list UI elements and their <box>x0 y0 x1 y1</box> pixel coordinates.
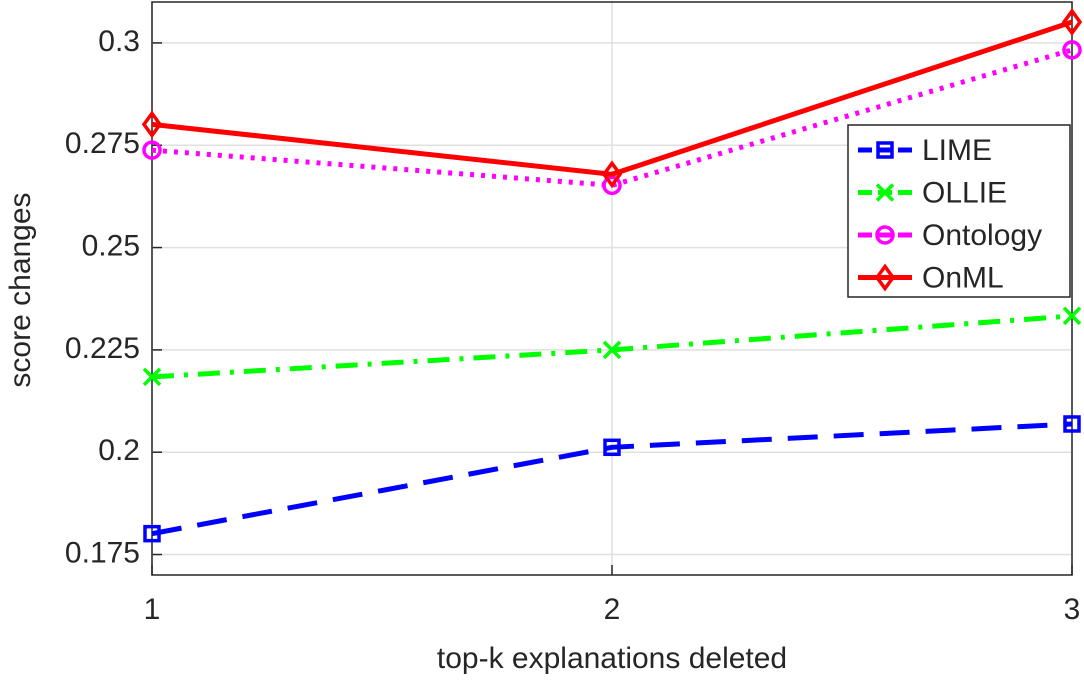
legend-marker <box>876 141 894 159</box>
x-tick-label: 1 <box>144 593 161 626</box>
marker <box>1062 306 1082 326</box>
legend-marker <box>875 225 895 245</box>
y-tick-label: 0.175 <box>65 536 140 569</box>
y-tick-label: 0.275 <box>65 127 140 160</box>
marker <box>601 160 623 189</box>
marker <box>141 110 163 139</box>
x-axis-label: top-k explanations deleted <box>437 642 787 675</box>
marker <box>1062 40 1082 60</box>
marker <box>603 438 621 457</box>
legend-label: OLLIE <box>922 176 1007 209</box>
y-tick-label: 0.225 <box>65 332 140 365</box>
marker <box>142 140 162 160</box>
y-tick-label: 0.3 <box>98 25 140 58</box>
series-line <box>151 47 1073 188</box>
plot-frame <box>151 1 1073 576</box>
marker <box>142 367 162 387</box>
marker <box>1061 8 1083 37</box>
y-axis-label: score changes <box>4 192 37 387</box>
marker <box>602 175 622 196</box>
marker <box>602 340 622 360</box>
legend-label: Ontology <box>922 219 1042 252</box>
marker <box>1063 415 1081 433</box>
legend-marker <box>874 263 896 292</box>
series-line <box>151 19 1073 177</box>
marker <box>143 524 161 543</box>
legend-label: LIME <box>922 134 992 167</box>
x-tick-label: 3 <box>1064 593 1081 626</box>
legend-marker <box>875 183 895 202</box>
y-tick-label: 0.2 <box>98 434 140 467</box>
y-tick-label: 0.25 <box>82 229 140 262</box>
legend-label: OnML <box>922 261 1004 294</box>
x-tick-label: 2 <box>604 593 621 626</box>
series-line <box>151 421 1073 537</box>
legend: LIME OLLIE Ontology OnML <box>847 124 1071 298</box>
